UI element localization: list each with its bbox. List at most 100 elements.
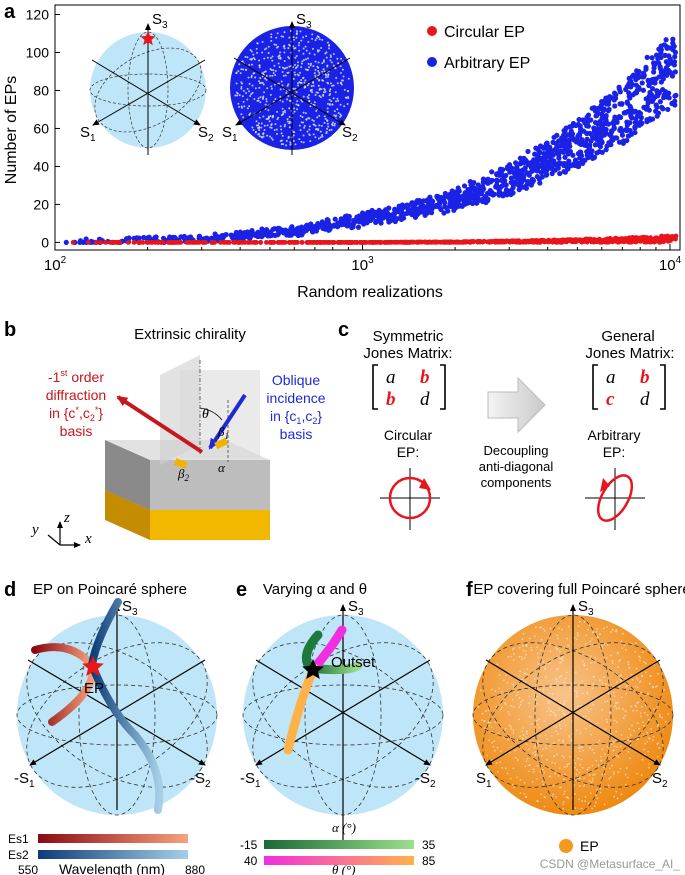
arbitrary-ep-point: [672, 54, 678, 60]
arbitrary-ep-point: [538, 169, 544, 176]
legend-marker-circular: [427, 26, 437, 36]
arbitrary-ep-point: [267, 233, 273, 239]
arbitrary-ep-point: [557, 160, 564, 166]
arbitrary-ep-point: [560, 149, 567, 155]
arbitrary-ep-point: [599, 149, 605, 155]
arbitrary-ep-point: [417, 198, 423, 204]
arbitrary-ep-point: [607, 94, 613, 100]
arbitrary-ep-point: [344, 213, 350, 220]
arbitrary-ep-point: [539, 164, 546, 170]
arbitrary-ep-point: [503, 182, 509, 188]
arbitrary-ep-point: [612, 103, 618, 109]
circular-ep-point: [237, 240, 243, 245]
arbitrary-ep-point: [141, 234, 147, 241]
arbitrary-ep-point: [466, 187, 472, 193]
svg-text:S3: S3: [348, 598, 364, 618]
arbitrary-ep-point: [666, 53, 672, 59]
arbitrary-ep-point: [287, 228, 293, 234]
arbitrary-ep-point: [466, 195, 472, 202]
watermark: CSDN @Metasurface_AI_: [540, 857, 681, 871]
circular-ep-point: [218, 240, 223, 245]
circular-ep-point: [282, 240, 288, 245]
arbitrary-ep-point: [650, 96, 657, 102]
arbitrary-ep-point: [579, 139, 585, 145]
plot-frame: [54, 4, 681, 251]
arbitrary-ep-point: [359, 216, 365, 222]
svg-text:d: d: [640, 389, 650, 410]
arbitrary-ep-point: [655, 53, 661, 59]
arbitrary-ep-point: [295, 232, 301, 239]
legend-label-circular: Circular EP: [444, 24, 525, 41]
arbitrary-ep-point: [617, 101, 623, 107]
arbitrary-ep-point: [525, 162, 531, 168]
circular-ep-point: [579, 239, 585, 245]
arbitrary-ep-point: [415, 211, 421, 217]
arbitrary-ep-point: [562, 144, 568, 150]
label-s1: S1: [80, 124, 96, 144]
oblique-text: Oblique incidence in {c1,c2} basis: [266, 372, 325, 442]
arbitrary-ep-point: [636, 109, 642, 116]
circular-ep-point: [359, 240, 364, 245]
arbitrary-ep-point: [543, 172, 549, 178]
arbitrary-ep-point: [182, 235, 188, 242]
arbitrary-ep-point: [584, 123, 590, 129]
arbitrary-ep-point: [668, 60, 674, 66]
circular-ep-point: [546, 239, 551, 245]
arbitrary-ep-point: [354, 214, 360, 220]
circular-ep-point: [319, 240, 325, 245]
svg-text:-S1: -S1: [240, 770, 261, 790]
panel-b-title: Extrinsic chirality: [134, 326, 246, 343]
circular-ep-point: [367, 239, 372, 245]
arbitrary-ep-point: [513, 160, 519, 166]
arbitrary-ep-point: [332, 216, 338, 222]
arbitrary-ep-point: [553, 146, 559, 152]
x-tick-label: 102: [44, 255, 67, 274]
arbitrary-ep-point: [233, 229, 239, 236]
arbitrary-ep-point: [219, 235, 225, 242]
arbitrary-ep-point: [419, 209, 425, 215]
arbitrary-ep-point: [454, 191, 460, 197]
arbitrary-ep-point: [645, 100, 651, 106]
circular-ep-point: [159, 240, 165, 245]
arbitrary-ep-point: [305, 225, 311, 231]
svg-text:diffraction: diffraction: [46, 387, 106, 403]
arbitrary-ep-point: [651, 69, 657, 75]
arbitrary-ep-point: [324, 220, 330, 226]
arbitrary-ep-point: [643, 106, 649, 112]
arbitrary-ep-point: [659, 104, 665, 110]
arbitrary-ep-point: [655, 110, 662, 116]
svg-text:EP: EP: [580, 838, 599, 854]
arbitrary-ep-point: [588, 117, 594, 123]
arbitrary-ep-point: [496, 189, 503, 195]
svg-text:-S1: -S1: [14, 770, 35, 790]
arbitrary-ep-point: [660, 87, 666, 93]
arbitrary-ep-point: [608, 142, 614, 148]
svg-text:components: components: [481, 475, 552, 490]
svg-text:Es2: Es2: [8, 848, 29, 862]
circular-ep-point: [98, 240, 104, 245]
arbitrary-ep-point: [588, 138, 594, 144]
svg-text:θ (°): θ (°): [332, 862, 356, 875]
circular-ep-point: [661, 236, 667, 241]
arbitrary-ep-point: [172, 234, 178, 241]
arbitrary-ep-point: [605, 108, 611, 114]
arbitrary-ep-point: [355, 224, 362, 230]
arbitrary-ep-point: [628, 115, 635, 121]
arbitrary-ep-point: [646, 78, 652, 84]
arbitrary-ep-point: [456, 202, 462, 208]
arbitrary-ep-point: [664, 43, 670, 50]
legend: Circular EP Arbitrary EP: [427, 24, 530, 72]
arbitrary-ep-point: [499, 183, 505, 189]
arbitrary-ep-point: [396, 209, 402, 215]
arbitrary-ep-point: [489, 177, 495, 183]
circular-ep-point: [268, 240, 274, 245]
svg-text:b: b: [386, 389, 396, 410]
arbitrary-ep-point: [533, 145, 539, 151]
sym-title-1: Symmetric: [373, 328, 444, 345]
circular-ep-point: [232, 240, 238, 245]
svg-text:S2: S2: [652, 770, 668, 790]
x-axis: 102 103 104: [44, 244, 682, 274]
arbitrary-ep-point: [602, 130, 609, 137]
circular-ep-point: [442, 239, 448, 245]
arbitrary-ep-point: [654, 104, 660, 110]
